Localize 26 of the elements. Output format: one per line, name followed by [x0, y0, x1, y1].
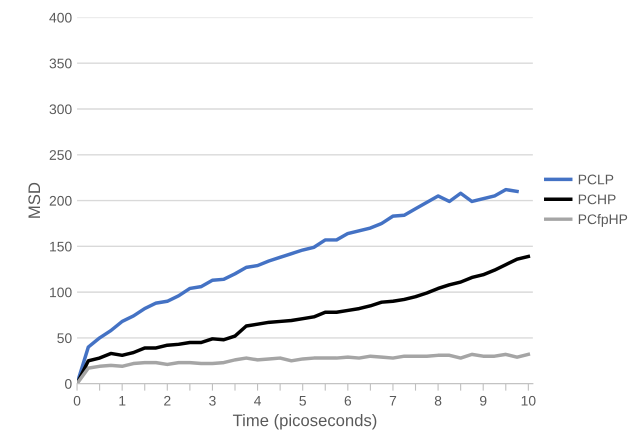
- legend-label: PCfpHP: [578, 214, 628, 227]
- x-tick-label: 1: [119, 396, 126, 406]
- y-axis-title: MSD: [28, 182, 40, 218]
- x-axis-title: Time (picoseconds): [232, 414, 376, 430]
- line-series: [77, 352, 530, 384]
- x-tick-label: 7: [390, 396, 396, 406]
- y-tick-label: 100: [50, 287, 72, 298]
- y-tick-label: 350: [50, 58, 72, 68]
- y-tick-label: 400: [49, 12, 72, 23]
- x-tick-label: 2: [164, 396, 170, 406]
- y-tick-label: 300: [50, 104, 72, 114]
- x-tick-label: 5: [299, 396, 306, 406]
- y-tick-label: 200: [50, 196, 72, 206]
- x-tick-label: 9: [480, 396, 486, 406]
- x-tick-label: 6: [344, 396, 352, 406]
- x-tick-label: 10: [522, 396, 536, 406]
- x-tick-label: 4: [254, 396, 262, 406]
- legend-label: PCHP: [578, 194, 616, 204]
- x-tick-label: 8: [434, 396, 442, 406]
- x-tick-label: 3: [209, 396, 216, 406]
- y-tick-label: 250: [50, 150, 72, 160]
- y-tick-label: 50: [57, 333, 72, 344]
- x-tick-label: 0: [74, 396, 80, 406]
- y-tick-label: 150: [50, 242, 72, 252]
- y-tick-label: 0: [65, 379, 72, 389]
- legend-label: PCLP: [578, 174, 614, 184]
